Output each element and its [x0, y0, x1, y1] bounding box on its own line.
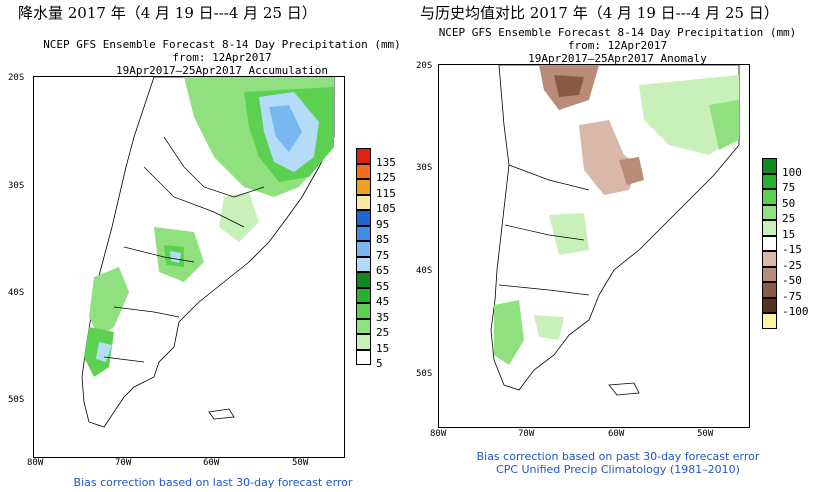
left-forecast-title: NCEP GFS Ensemble Forecast 8-14 Day Prec… [43, 38, 401, 51]
left-map [33, 76, 345, 458]
right-footer-1: Bias correction based on past 30-day for… [476, 450, 760, 463]
right-forecast-title: NCEP GFS Ensemble Forecast 8-14 Day Prec… [438, 26, 797, 39]
right-legend-label: -100 [782, 305, 809, 318]
left-legend-label: 15 [376, 341, 390, 355]
right-legend-label: 50 [782, 196, 796, 210]
right-legend-label: -15 [782, 243, 802, 256]
left-legend-label: 5 [376, 357, 383, 370]
left-lon-80w: 80W [27, 458, 44, 468]
left-legend-swatch [356, 256, 371, 272]
left-legend-swatch [356, 179, 371, 195]
left-panel-title: 降水量 2017 年（4 月 19 日---4 月 25 日） [18, 4, 317, 22]
right-map [438, 64, 750, 428]
left-legend-label: 105 [376, 202, 396, 215]
left-from-date: from: 12Apr2017 [172, 51, 272, 64]
left-period: 19Apr2017–25Apr2017 Accumulation [116, 64, 328, 77]
right-legend-swatch [762, 220, 777, 236]
left-lat-30s: 30S [8, 181, 25, 191]
left-legend-label: 95 [376, 217, 390, 231]
right-from-date: from: 12Apr2017 [567, 39, 668, 52]
left-legend-swatch [356, 287, 371, 303]
left-legend-swatch [356, 272, 371, 288]
left-legend-label: 35 [376, 310, 390, 324]
right-lat-30s: 30S [416, 163, 433, 173]
left-legend-label: 65 [376, 264, 390, 277]
right-legend-label: 25 [782, 212, 796, 225]
right-legend-swatch [762, 204, 777, 220]
right-panel-title: 与历史均值对比 2017 年（4 月 19 日---4 月 25 日） [420, 4, 779, 22]
right-legend-swatch [762, 251, 777, 267]
left-footer: Bias correction based on last 30-day for… [73, 476, 353, 489]
right-lat-20s: 20S [416, 61, 433, 71]
left-legend-swatch [356, 163, 371, 179]
right-legend-swatch [762, 189, 777, 205]
left-legend-swatch [356, 318, 371, 334]
right-legend-label: -50 [782, 274, 802, 287]
right-map-svg [439, 65, 749, 427]
right-legend-label: 100 [782, 165, 802, 179]
left-legend-swatch [356, 303, 371, 319]
left-legend-swatch [356, 349, 371, 365]
right-lon-70w: 70W [518, 429, 535, 439]
right-lon-80w: 80W [430, 429, 447, 439]
left-lat-50s: 50S [8, 395, 25, 405]
right-legend-label: -75 [782, 289, 802, 303]
left-lon-70w: 70W [115, 458, 132, 468]
left-legend-swatch [356, 194, 371, 210]
right-footer-2: CPC Unified Precip Climatology (1981–201… [496, 463, 740, 476]
right-legend-swatch [762, 266, 777, 282]
right-legend-swatch [762, 173, 777, 189]
right-lat-40s: 40S [416, 266, 433, 276]
right-legend-swatch [762, 313, 777, 329]
right-legend-swatch [762, 158, 777, 174]
left-legend-label: 115 [376, 186, 396, 200]
left-lon-50w: 50W [292, 458, 309, 468]
right-legend-swatch [762, 282, 777, 298]
right-legend-swatch [762, 297, 777, 313]
left-lon-60w: 60W [203, 458, 220, 468]
left-legend-label: 55 [376, 279, 390, 293]
left-lat-20s: 20S [8, 73, 25, 83]
left-legend-swatch [356, 210, 371, 226]
right-legend-label: 15 [782, 227, 796, 241]
right-lat-50s: 50S [416, 369, 433, 379]
left-legend-label: 125 [376, 171, 396, 184]
left-legend-swatch [356, 334, 371, 350]
right-legend-label: -25 [782, 258, 802, 272]
right-lon-60w: 60W [608, 429, 625, 439]
right-legend-swatch [762, 235, 777, 251]
left-legend-swatch [356, 225, 371, 241]
left-legend-label: 85 [376, 233, 390, 246]
left-legend-label: 45 [376, 295, 390, 308]
left-legend-label: 75 [376, 248, 390, 262]
left-legend-swatch [356, 241, 371, 257]
right-legend-label: 75 [782, 181, 796, 194]
left-legend-swatch [356, 148, 371, 164]
left-legend-label: 25 [376, 326, 390, 339]
right-period: 19Apr2017–25Apr2017 Anomaly [528, 52, 707, 65]
left-lat-40s: 40S [8, 288, 25, 298]
right-lon-50w: 50W [697, 429, 714, 439]
left-legend-label: 135 [376, 155, 396, 169]
left-map-svg [34, 77, 344, 457]
